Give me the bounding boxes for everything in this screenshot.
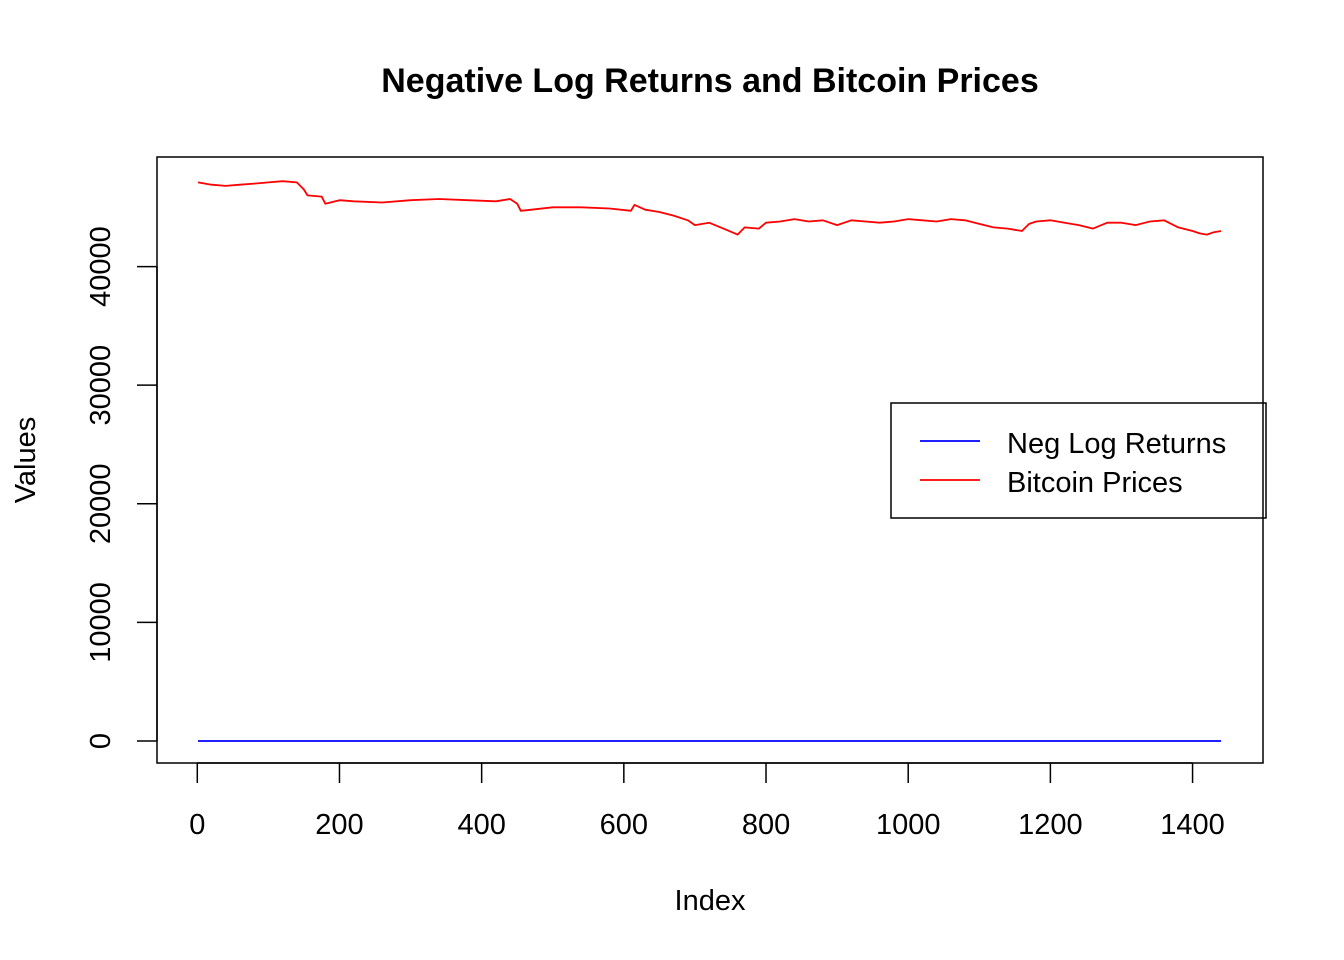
- x-tick-label: 1000: [876, 809, 941, 841]
- plot-frame: [156, 156, 1264, 764]
- x-tick-label: 800: [742, 809, 790, 841]
- legend-box: [890, 402, 1267, 519]
- legend: Neg Log Returns Bitcoin Prices: [890, 402, 1267, 519]
- y-tick-label: 0: [85, 733, 117, 749]
- x-tick-label: 600: [600, 809, 648, 841]
- y-tick-label: 20000: [85, 463, 117, 544]
- x-axis: 0 200 400 600 800 1000 1200 1400: [189, 762, 1225, 841]
- x-axis-label: Index: [675, 885, 746, 917]
- x-tick-label: 200: [315, 809, 363, 841]
- x-tick-label: 1400: [1160, 809, 1225, 841]
- y-axis: 0 10000 20000 30000 40000: [85, 226, 158, 749]
- series-layer: [197, 180, 1222, 742]
- y-tick-label: 10000: [85, 582, 117, 663]
- x-tick-label: 400: [457, 809, 505, 841]
- legend-label-neg-log-returns: Neg Log Returns: [1007, 428, 1226, 460]
- y-tick-label: 40000: [85, 226, 117, 307]
- series-line-bitcoin-prices: [197, 180, 1222, 236]
- x-tick-label: 0: [189, 809, 205, 841]
- y-tick-label: 30000: [85, 345, 117, 426]
- x-tick-label: 1200: [1018, 809, 1083, 841]
- chart-title: Negative Log Returns and Bitcoin Prices: [381, 62, 1038, 100]
- y-axis-label: Values: [10, 417, 42, 504]
- legend-label-bitcoin-prices: Bitcoin Prices: [1007, 467, 1183, 499]
